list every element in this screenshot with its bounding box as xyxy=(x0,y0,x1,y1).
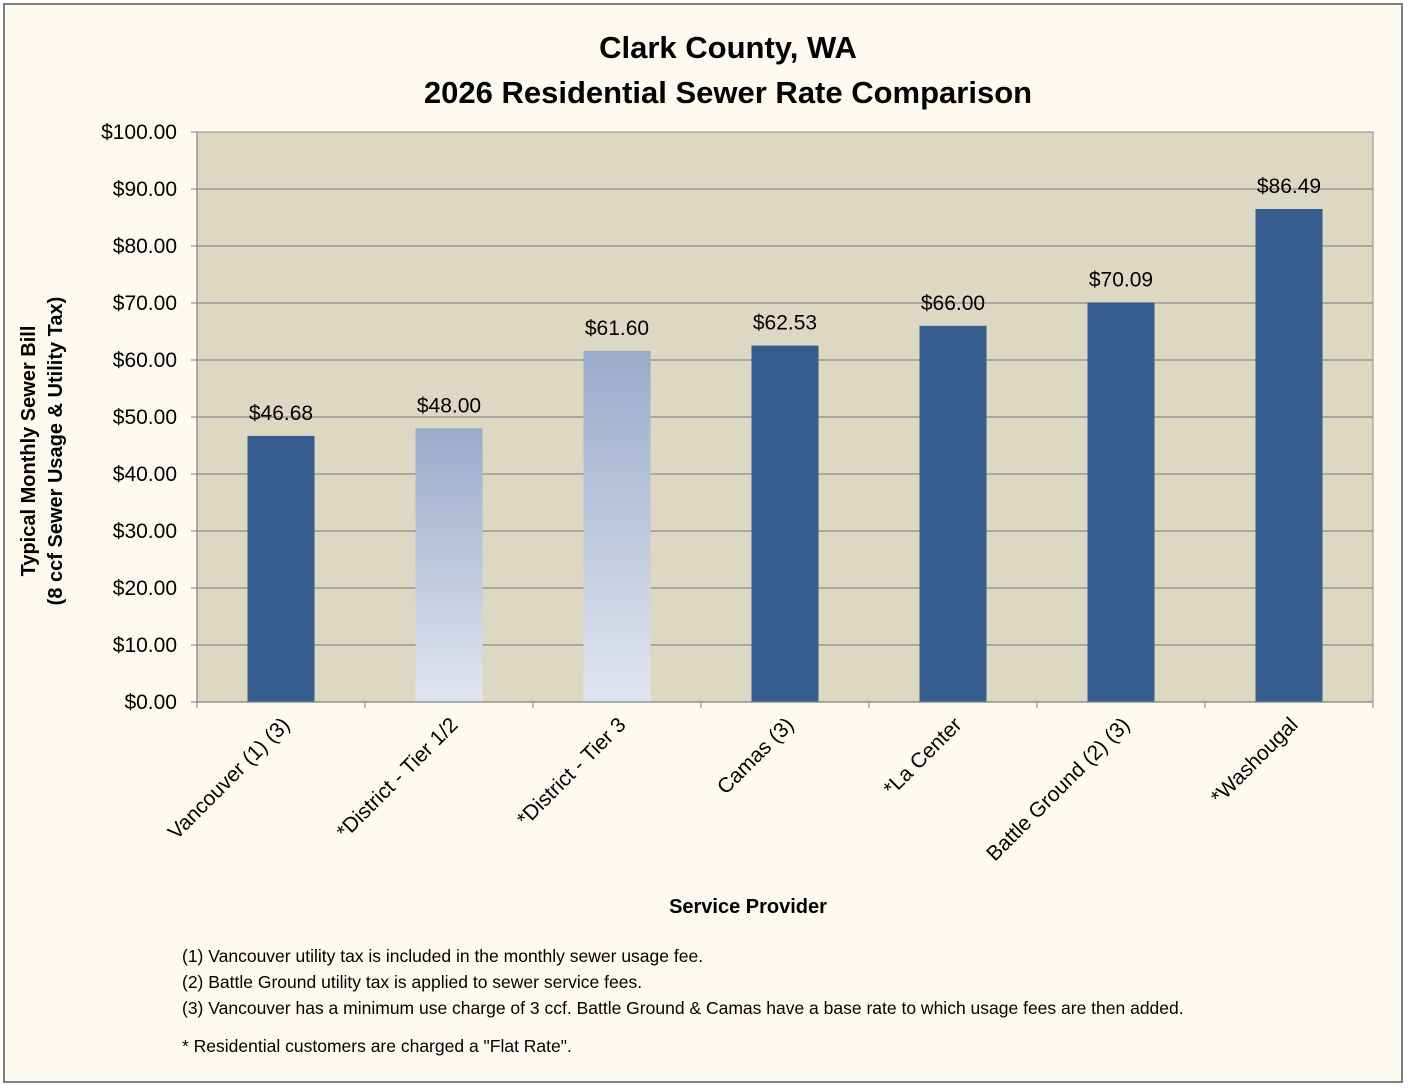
y-tick-label: $70.00 xyxy=(113,292,177,315)
footnote-1: (1) Vancouver utility tax is included in… xyxy=(182,946,704,966)
data-label: $86.49 xyxy=(1257,175,1321,198)
axes xyxy=(191,131,1374,708)
chart-frame: Clark County, WA 2026 Residential Sewer … xyxy=(3,3,1403,1083)
y-axis-title: Typical Monthly Sewer Bill (8 ccf Sewer … xyxy=(18,297,67,606)
category-label: *District - Tier 3 xyxy=(513,713,631,831)
bar xyxy=(751,345,819,702)
y-tick-label: $10.00 xyxy=(113,634,177,657)
data-label: $48.00 xyxy=(417,394,481,417)
bar xyxy=(919,325,987,702)
bar xyxy=(415,428,483,702)
y-tick-label: $20.00 xyxy=(113,577,177,600)
category-label: *La Center xyxy=(879,713,966,800)
bars xyxy=(247,209,1323,702)
y-axis-title-line-2: (8 ccf Sewer Usage & Utility Tax) xyxy=(45,297,67,606)
category-label: *Washougal xyxy=(1207,713,1303,809)
data-label: $46.68 xyxy=(249,402,313,425)
category-label: Vancouver (1) (3) xyxy=(164,713,295,844)
footnote-2: (2) Battle Ground utility tax is applied… xyxy=(182,972,643,992)
chart-title-line-2: 2026 Residential Sewer Rate Comparison xyxy=(424,75,1032,110)
bar xyxy=(583,350,651,702)
data-label: $66.00 xyxy=(921,292,985,315)
category-label: Battle Ground (2) (3) xyxy=(982,713,1134,865)
bar xyxy=(1087,302,1155,702)
category-label: *District - Tier 1/2 xyxy=(332,713,462,843)
bar xyxy=(247,435,315,702)
flat-rate-note: * Residential customers are charged a "F… xyxy=(182,1036,572,1056)
bar xyxy=(1255,209,1323,702)
footnotes: (1) Vancouver utility tax is included in… xyxy=(182,943,1382,1059)
category-label: Camas (3) xyxy=(713,713,799,799)
y-tick-label: $40.00 xyxy=(113,463,177,486)
y-tick-labels: $0.00 $10.00 $20.00 $30.00 $40.00 $50.00 $60.0… xyxy=(101,121,177,714)
data-label: $61.60 xyxy=(585,317,649,340)
x-axis-title: Service Provider xyxy=(669,896,827,918)
y-tick-label: $90.00 xyxy=(113,178,177,201)
y-tick-label: $60.00 xyxy=(113,349,177,372)
y-axis-title-line-1: Typical Monthly Sewer Bill xyxy=(18,326,40,577)
x-category-labels: Vancouver (1) (3) *District - Tier 1/2 *Di… xyxy=(164,713,1303,865)
y-tick-label: $30.00 xyxy=(113,520,177,543)
data-labels: $46.68 $48.00 $61.60 $62.53 $66.00 $70.09 $86.… xyxy=(249,175,1321,425)
y-tick-label: $0.00 xyxy=(124,691,177,714)
y-tick-label: $80.00 xyxy=(113,235,177,258)
footnote-3: (3) Vancouver has a minimum use charge o… xyxy=(182,998,1184,1018)
data-label: $70.09 xyxy=(1089,268,1153,291)
y-tick-label: $100.00 xyxy=(101,121,177,144)
chart-title-line-1: Clark County, WA xyxy=(599,30,857,65)
chart-svg: Clark County, WA 2026 Residential Sewer … xyxy=(18,30,1374,918)
data-label: $62.53 xyxy=(753,312,817,335)
y-tick-label: $50.00 xyxy=(113,406,177,429)
